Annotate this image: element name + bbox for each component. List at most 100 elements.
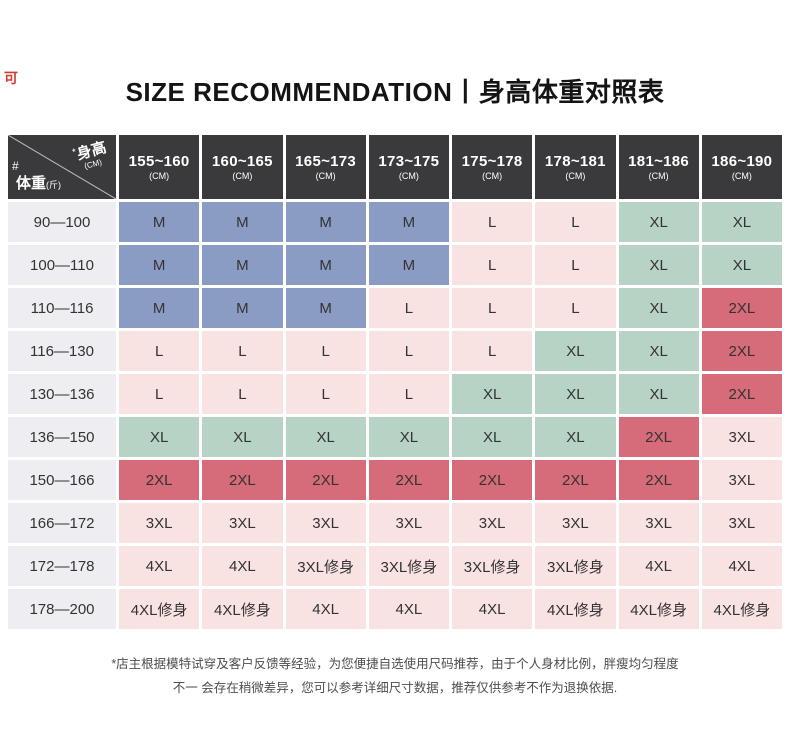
size-cell: XL <box>618 331 699 371</box>
size-cell: L <box>535 202 616 242</box>
weight-label-text: 体重 <box>16 175 47 192</box>
size-cell: XL <box>618 374 699 414</box>
size-cell: L <box>285 331 366 371</box>
size-cell: 3XL修身 <box>452 546 533 586</box>
column-header: 181~186 (CM) <box>618 135 699 199</box>
row-header: 130—136 <box>8 374 116 414</box>
row-header: 90—100 <box>8 202 116 242</box>
page-title: SIZE RECOMMENDATION丨身高体重对照表 <box>125 77 665 107</box>
size-cell: 3XL修身 <box>535 546 616 586</box>
footer-note-line2: 不一 会存在稍微差异，您可以参考详细尺寸数据，推荐仅供参考不作为退换依据. <box>172 680 618 695</box>
size-cell: M <box>119 245 200 285</box>
size-cell: XL <box>701 245 782 285</box>
size-cell: M <box>368 202 449 242</box>
footer-note-line1: *店主根据模特试穿及客户反馈等经验，为您便捷自选使用尺码推荐，由于个人身材比例，… <box>111 657 679 671</box>
size-cell: 2XL <box>452 460 533 500</box>
row-header: 166—172 <box>8 503 116 543</box>
size-cell: 2XL <box>535 460 616 500</box>
size-cell: 2XL <box>701 288 782 328</box>
row-header: 172—178 <box>8 546 116 586</box>
column-header: 175~178 (CM) <box>452 135 533 199</box>
size-cell: XL <box>452 374 533 414</box>
column-header: 160~165 (CM) <box>202 135 283 199</box>
row-header: 178—200 <box>8 589 116 629</box>
size-cell: M <box>202 245 283 285</box>
size-cell: XL <box>701 202 782 242</box>
corner-weight-label: 体重(斤) <box>16 176 61 192</box>
size-cell: 4XL修身 <box>202 589 283 629</box>
size-cell: 2XL <box>368 460 449 500</box>
size-cell: 4XL <box>202 546 283 586</box>
size-cell: 2XL <box>618 460 699 500</box>
size-cell: M <box>119 288 200 328</box>
size-cell: 4XL修身 <box>618 589 699 629</box>
size-cell: L <box>368 288 449 328</box>
size-cell: L <box>535 245 616 285</box>
size-cell: 2XL <box>285 460 366 500</box>
column-header: 186~190 (CM) <box>701 135 782 199</box>
table-corner-cell: # *身高 (CM) 体重(斤) <box>8 135 116 199</box>
size-cell: 2XL <box>701 331 782 371</box>
size-cell: L <box>535 288 616 328</box>
size-cell: XL <box>618 245 699 285</box>
size-cell: M <box>119 202 200 242</box>
size-cell: XL <box>535 417 616 457</box>
size-cell: 2XL <box>202 460 283 500</box>
column-header: 165~173 (CM) <box>285 135 366 199</box>
size-cell: 3XL <box>202 503 283 543</box>
size-cell: 4XL修身 <box>119 589 200 629</box>
size-cell: 4XL修身 <box>535 589 616 629</box>
size-cell: 4XL <box>285 589 366 629</box>
size-cell: L <box>368 331 449 371</box>
column-header: 155~160 (CM) <box>119 135 200 199</box>
footer-note: *店主根据模特试穿及客户反馈等经验，为您便捷自选使用尺码推荐，由于个人身材比例，… <box>0 653 790 701</box>
size-cell: 4XL <box>452 589 533 629</box>
column-header: 173~175 (CM) <box>368 135 449 199</box>
size-cell: 2XL <box>119 460 200 500</box>
diagonal-divider-line <box>8 135 116 199</box>
row-header: 116—130 <box>8 331 116 371</box>
size-table: # *身高 (CM) 体重(斤) 155~160 (CM) 160~165 (CM) 1… <box>8 135 782 629</box>
size-cell: M <box>368 245 449 285</box>
size-cell: 4XL <box>368 589 449 629</box>
size-cell: 4XL <box>701 546 782 586</box>
size-cell: XL <box>452 417 533 457</box>
corner-hash: # <box>12 159 19 173</box>
size-cell: L <box>452 288 533 328</box>
size-cell: 3XL修身 <box>285 546 366 586</box>
weight-unit-text: (斤) <box>46 180 62 190</box>
size-cell: 4XL <box>618 546 699 586</box>
size-cell: L <box>202 374 283 414</box>
size-cell: 4XL <box>119 546 200 586</box>
corner-watermark: 可 <box>4 70 18 86</box>
size-cell: L <box>452 245 533 285</box>
size-cell: 3XL <box>701 417 782 457</box>
size-cell: 3XL <box>701 460 782 500</box>
size-cell: XL <box>535 374 616 414</box>
size-cell: 3XL <box>701 503 782 543</box>
column-header: 178~181 (CM) <box>535 135 616 199</box>
size-cell: M <box>285 288 366 328</box>
size-cell: 2XL <box>701 374 782 414</box>
size-cell: 3XL <box>452 503 533 543</box>
size-cell: M <box>285 245 366 285</box>
size-cell: 3XL <box>368 503 449 543</box>
size-cell: XL <box>618 288 699 328</box>
size-cell: 2XL <box>618 417 699 457</box>
size-cell: XL <box>618 202 699 242</box>
size-cell: 4XL修身 <box>701 589 782 629</box>
size-cell: M <box>285 202 366 242</box>
size-cell: M <box>202 288 283 328</box>
size-cell: L <box>119 374 200 414</box>
size-cell: XL <box>202 417 283 457</box>
size-cell: XL <box>285 417 366 457</box>
row-header: 100—110 <box>8 245 116 285</box>
size-cell: M <box>202 202 283 242</box>
size-cell: L <box>202 331 283 371</box>
row-header: 110—116 <box>8 288 116 328</box>
row-header: 136—150 <box>8 417 116 457</box>
size-cell: 3XL <box>285 503 366 543</box>
size-cell: L <box>285 374 366 414</box>
size-cell: XL <box>368 417 449 457</box>
size-cell: L <box>119 331 200 371</box>
